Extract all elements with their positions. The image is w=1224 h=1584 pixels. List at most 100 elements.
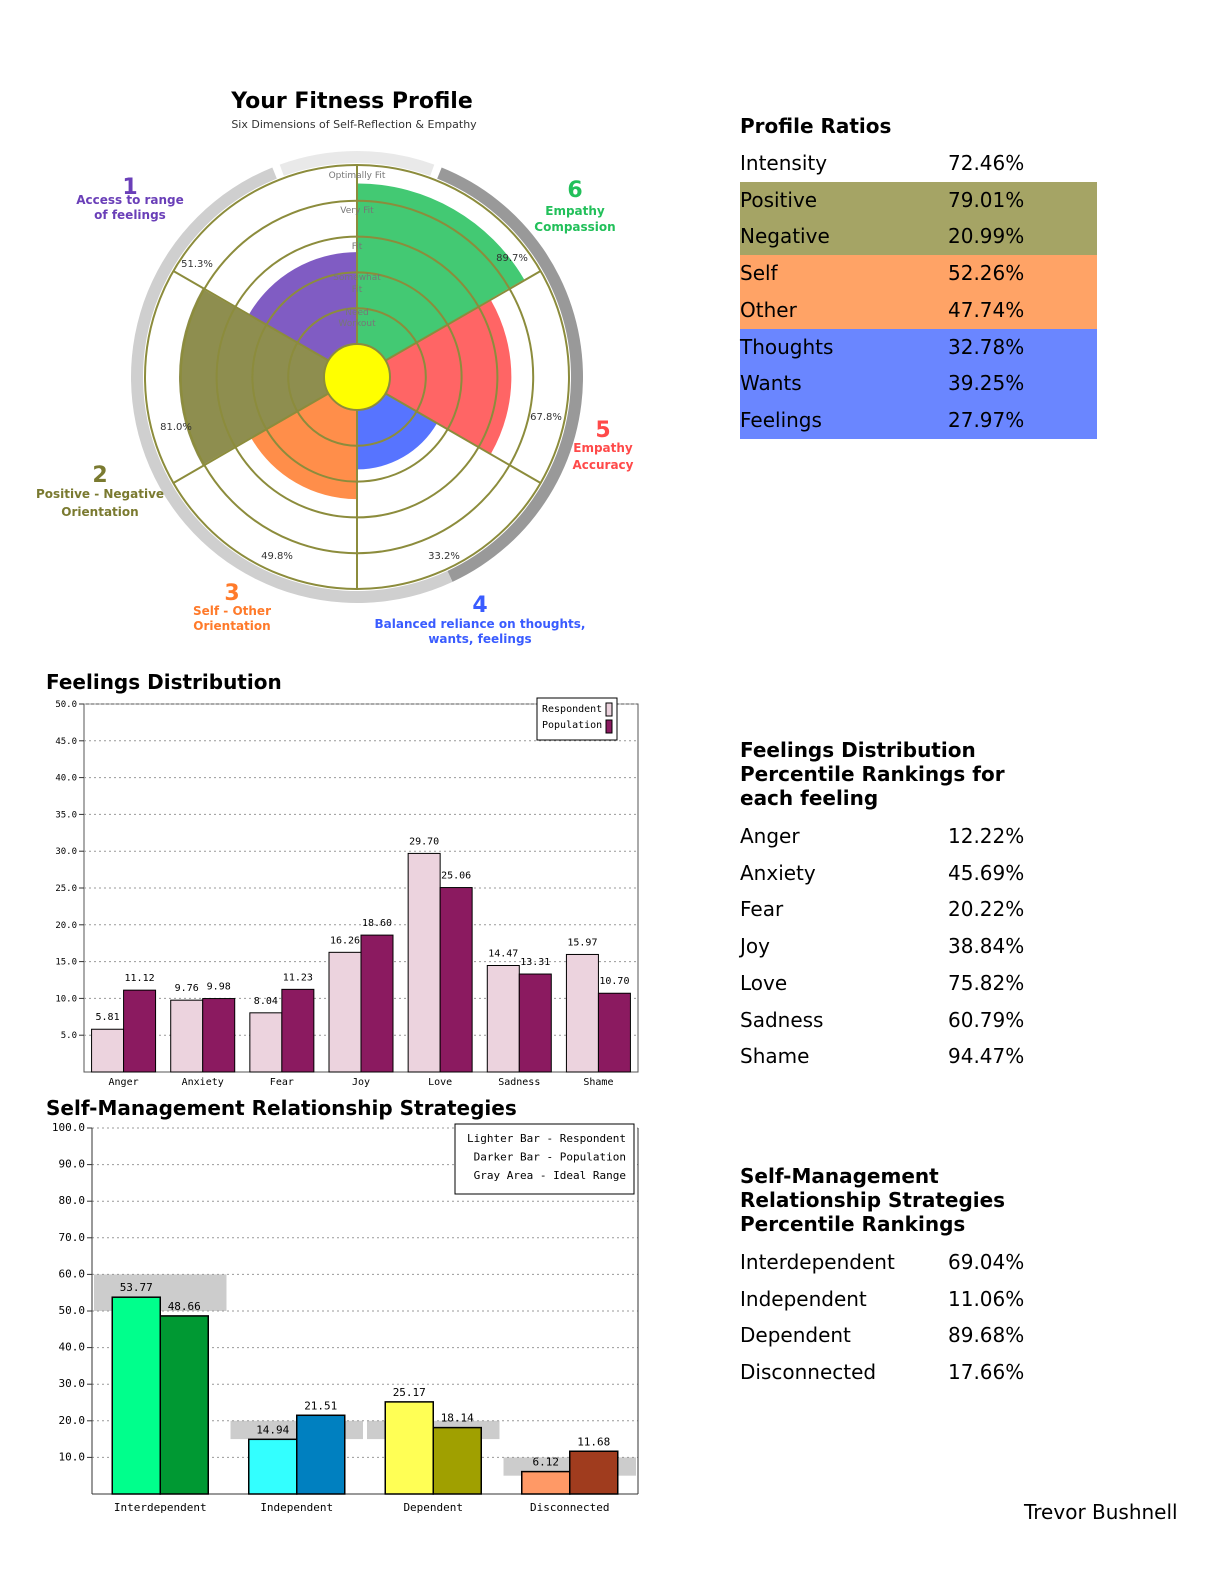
strategies-percentiles-title-line: Percentile Rankings <box>740 1212 966 1236</box>
y-tick-label: 10.0 <box>55 994 77 1004</box>
percentile-row: Love 75.82% <box>740 965 1097 1002</box>
percentile-label: Shame <box>740 1044 810 1069</box>
bar-value-label: 10.70 <box>599 976 629 987</box>
ratio-row: Negative 20.99% <box>740 218 1097 256</box>
ratio-row: Other 47.74% <box>740 291 1097 329</box>
dimension-value: 33.2% <box>428 551 460 562</box>
x-tick-label: Dependent <box>403 1501 463 1514</box>
bar-population <box>281 988 315 1073</box>
percentile-row: Anger 12.22% <box>740 818 1097 855</box>
y-tick-label: 25.0 <box>55 884 77 894</box>
ratio-value: 39.25% <box>948 371 1025 396</box>
y-tick-label: 30.0 <box>59 1377 86 1390</box>
dimension-value: 89.7% <box>496 253 528 264</box>
percentile-row: Anxiety 45.69% <box>740 855 1097 892</box>
ratio-value: 79.01% <box>948 187 1025 212</box>
fitness-profile-chart: Your Fitness Profile Six Dimensions of S… <box>36 89 634 646</box>
percentile-value: 75.82% <box>948 970 1025 995</box>
percentile-label: Joy <box>740 934 770 959</box>
strategies-percentiles-title: Self-Management Relationship Strategies … <box>740 1164 1040 1236</box>
y-tick-label: 70.0 <box>59 1231 86 1244</box>
percentile-value: 38.84% <box>948 934 1025 959</box>
percentile-row: Disconnected 17.66% <box>740 1354 1097 1391</box>
bar-respondent <box>565 953 599 1073</box>
legend-box <box>536 697 618 741</box>
dimension-label: Orientation <box>193 619 270 633</box>
legend-label: Population <box>542 720 602 731</box>
radar-spoke <box>385 270 542 362</box>
feelings-percentiles-title-line: Percentile Rankings for <box>740 762 1005 786</box>
bar-value-label: 11.12 <box>125 973 155 984</box>
bar-population <box>439 887 473 1073</box>
bar-value-label: 21.51 <box>304 1399 337 1412</box>
dimension-label: Balanced reliance on thoughts, <box>375 617 586 631</box>
dimension-sector <box>385 300 512 454</box>
bar-respondent <box>249 1012 283 1073</box>
dimension-label: Access to range <box>76 193 184 207</box>
ring-label: Fit <box>352 242 363 252</box>
percentile-label: Anxiety <box>740 860 816 885</box>
y-tick-label: 60.0 <box>59 1267 86 1280</box>
bar-value-label: 13.31 <box>520 957 550 968</box>
dimension-label: Orientation <box>61 505 138 519</box>
bar-respondent <box>170 999 204 1073</box>
x-tick-label: Love <box>428 1077 452 1088</box>
percentile-value: 60.79% <box>948 1007 1025 1032</box>
bar-population <box>432 1426 482 1495</box>
bar-value-label: 15.97 <box>567 937 597 948</box>
ratio-label: Intensity <box>740 151 828 175</box>
bar-respondent <box>521 1470 571 1495</box>
ratio-row: Self 52.26% <box>740 255 1097 293</box>
percentile-label: Independent <box>740 1286 867 1311</box>
percentile-row: Joy 38.84% <box>740 928 1097 965</box>
percentile-value: 11.06% <box>948 1286 1025 1311</box>
radar-spoke <box>172 392 329 484</box>
y-tick-label: 10.0 <box>59 1450 86 1463</box>
ring-label: Somewhat <box>333 273 381 283</box>
strategies-percentiles-title-line: Relationship Strategies <box>740 1188 1006 1212</box>
percentile-value: 69.04% <box>948 1250 1025 1274</box>
percentile-row: Independent 11.06% <box>740 1281 1097 1318</box>
ratio-label: Self <box>740 261 778 286</box>
ring-label: Optimally Fit <box>329 171 386 181</box>
feelings-percentiles-title-line: Feelings Distribution <box>740 738 976 762</box>
chart-legend: Respondent Population <box>536 697 618 741</box>
bar-value-label: 5.81 <box>96 1012 120 1023</box>
outer-band <box>279 151 435 176</box>
radar-center <box>323 343 391 411</box>
percentile-row: Dependent 89.68% <box>740 1317 1097 1354</box>
chart-legend: Lighter Bar - Respondent Darker Bar - Pop… <box>454 1123 635 1195</box>
ratio-label: Other <box>740 297 797 322</box>
bar-value-label: 29.70 <box>409 836 439 847</box>
ring-label: Fit <box>352 285 363 295</box>
bar-value-label: 11.23 <box>283 972 313 983</box>
y-tick-label: 40.0 <box>59 1341 86 1354</box>
bar-respondent <box>248 1438 298 1495</box>
bar-value-label: 14.94 <box>256 1423 289 1436</box>
dimension-label: Compassion <box>534 220 615 234</box>
ratio-value: 52.26% <box>948 261 1025 286</box>
ratio-row: Feelings 27.97% <box>740 401 1097 439</box>
legend-box <box>454 1123 635 1195</box>
bar-respondent <box>486 965 520 1073</box>
dimension-sector <box>357 183 525 361</box>
legend-label: Respondent <box>542 704 602 715</box>
y-tick-label: 20.0 <box>55 921 77 931</box>
y-tick-label: 20.0 <box>59 1414 86 1427</box>
ratio-row: Wants 39.25% <box>740 365 1097 403</box>
outer-band <box>437 167 583 582</box>
dimension-label: Empathy <box>573 441 633 455</box>
ratio-row: Intensity 72.46% <box>740 145 1097 182</box>
dimension-sector <box>179 288 329 466</box>
bar-population <box>159 1315 209 1495</box>
bar-value-label: 9.76 <box>175 983 199 994</box>
percentile-value: 17.66% <box>948 1360 1025 1385</box>
bar-value-label: 11.68 <box>577 1435 610 1448</box>
dimension-label: Positive - Negative <box>36 487 164 501</box>
ratio-label: Positive <box>740 187 818 212</box>
ratio-value: 20.99% <box>948 224 1025 249</box>
bar-value-label: 16.26 <box>330 935 360 946</box>
percentile-row: Interdependent 69.04% <box>740 1244 1097 1281</box>
percentile-row: Shame 94.47% <box>740 1038 1097 1075</box>
y-tick-label: 15.0 <box>55 958 77 968</box>
